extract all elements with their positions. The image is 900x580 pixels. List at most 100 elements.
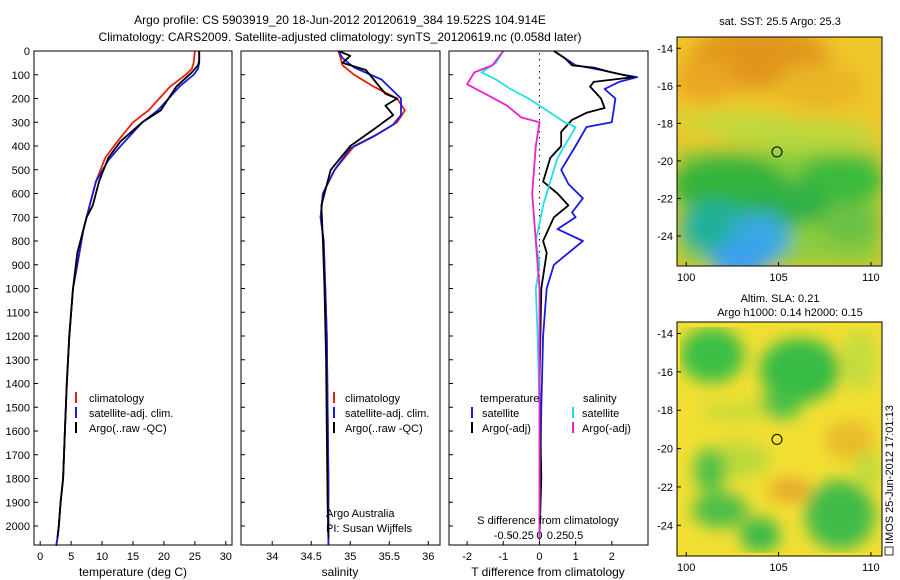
y-tick-label: 0 — [24, 46, 30, 58]
map-y-tick-label: -16 — [657, 81, 673, 93]
argo-location-marker — [771, 146, 783, 158]
temperature-xlabel: temperature (deg C) — [79, 565, 187, 579]
legend-swatch-s-argo — [572, 422, 574, 433]
sla-map-panel: Altim. SLA: 0.21 Argo h1000: 0.14 h2000:… — [657, 293, 883, 574]
sst-map-title: sat. SST: 25.5 Argo: 25.3 — [719, 16, 841, 28]
map-y-tick-label: -24 — [657, 231, 673, 243]
imos-stamp: IMOS 25-Jun-2012 17:01:13 — [884, 405, 896, 556]
series-argo_s_diff-line — [466, 50, 541, 538]
legend-swatch-t-satellite — [471, 407, 473, 418]
legend-s-argo: Argo(-adj) — [582, 423, 631, 435]
legend-swatch-climatology — [75, 392, 77, 403]
map-x-tick-label: 110 — [862, 562, 880, 574]
series-sat_s_diff-line — [480, 50, 577, 538]
map-y-tick-label: -22 — [657, 193, 673, 205]
s-tick-label: -0.5 — [494, 530, 513, 542]
series-satellite-line — [319, 50, 402, 545]
header-line2: Climatology: CARS2009. Satellite-adjuste… — [99, 30, 582, 44]
map-y-tick-label: -24 — [657, 520, 673, 532]
legend-t-satellite: satellite — [482, 408, 519, 420]
y-tick-label: 1500 — [6, 402, 30, 414]
y-tick-label: 500 — [12, 165, 30, 177]
salinity-panel: 34 34.5 35 35.5 36 climatology satellite-adj… — [240, 50, 441, 579]
x-tick-label: 36 — [422, 551, 434, 563]
legend-swatch-s-satellite — [572, 407, 574, 418]
map-x-tick-label: 110 — [862, 272, 880, 284]
s-tick-label: 0.25 — [547, 530, 568, 542]
legend-swatch-climatology — [333, 392, 335, 403]
difference-legend: temperature salinity satellite Argo(-adj… — [471, 393, 631, 435]
salinity-annotation-1: Argo Australia — [326, 508, 395, 520]
x-tick-label: 5 — [68, 551, 74, 563]
x-tick-label: 2 — [609, 551, 615, 563]
y-tick-label: 1100 — [6, 307, 30, 319]
y-tick-label: 400 — [12, 141, 30, 153]
salinity-annotation-2: PI: Susan Wijffels — [326, 523, 412, 535]
series-argo-line — [320, 50, 399, 538]
imos-stamp-text: IMOS 25-Jun-2012 17:01:13 — [884, 405, 896, 544]
map-y-tick-label: -20 — [657, 156, 673, 168]
x-tick-label: 15 — [127, 551, 139, 563]
series-climatology-line — [55, 50, 196, 546]
series-satellite-line — [538, 50, 638, 538]
x-tick-label: 0 — [536, 551, 542, 563]
y-tick-label: 1000 — [6, 284, 30, 296]
map-x-tick-label: 100 — [677, 562, 695, 574]
difference-xlabel: T difference from climatology — [471, 565, 625, 579]
difference-panel: -2 -1 0 1 2-0.5-0.25 0 0.25 0.5 temperature sal… — [448, 50, 649, 579]
legend-satellite: satellite-adj. clim. — [89, 408, 173, 420]
legend-swatch-satellite — [75, 407, 77, 418]
map-y-tick-label: -14 — [657, 43, 673, 55]
y-tick-label: 100 — [12, 70, 30, 82]
y-tick-label: 700 — [12, 212, 30, 224]
x-tick-label: 35 — [344, 551, 356, 563]
x-tick-label: 34 — [266, 551, 278, 563]
map-y-tick-label: -22 — [657, 482, 673, 494]
legend-satellite: satellite-adj. clim. — [345, 408, 429, 420]
map-x-tick-label: 100 — [677, 272, 695, 284]
legend-climatology: climatology — [345, 393, 401, 405]
y-tick-label: 600 — [12, 189, 30, 201]
x-tick-label: 20 — [158, 551, 170, 563]
series-argo-line — [56, 51, 201, 538]
legend-swatch-t-argo — [471, 422, 473, 433]
legend-climatology: climatology — [89, 393, 145, 405]
s-tick-label: -0.25 — [509, 530, 534, 542]
map-y-tick-label: -16 — [657, 367, 673, 379]
legend-argo: Argo(..raw -QC) — [89, 423, 167, 435]
legend-swatch-argo — [333, 422, 335, 433]
y-tick-label: 1300 — [6, 355, 30, 367]
map-x-tick-label: 105 — [769, 272, 787, 284]
temperature-panel: 0 5 10 15 20 25 300100200300400500600700800900… — [6, 46, 233, 579]
sla-map-title: Altim. SLA: 0.21 — [741, 293, 820, 305]
series-argo-line — [538, 50, 635, 538]
y-tick-label: 1700 — [6, 450, 30, 462]
sla-map-subtitle: Argo h1000: 0.14 h2000: 0.15 — [717, 307, 863, 319]
x-tick-label: 10 — [96, 551, 108, 563]
y-tick-label: 1600 — [6, 426, 30, 438]
x-tick-label: 1 — [573, 551, 579, 563]
y-tick-label: 900 — [12, 260, 30, 272]
x-tick-label: 34.5 — [301, 551, 322, 563]
y-tick-label: 800 — [12, 236, 30, 248]
legend-t-argo: Argo(-adj) — [482, 423, 531, 435]
y-tick-label: 2000 — [6, 521, 30, 533]
imos-logo-icon — [884, 546, 894, 556]
series-satellite-line — [55, 51, 201, 546]
legend-swatch-argo — [75, 422, 77, 433]
y-tick-label: 1200 — [6, 331, 30, 343]
temperature-legend: climatology satellite-adj. clim. Argo(..… — [75, 392, 173, 435]
salinity-legend: climatology satellite-adj. clim. Argo(..… — [333, 392, 429, 435]
legend-header-temperature: temperature — [480, 393, 539, 405]
map-y-tick-label: -18 — [657, 405, 673, 417]
map-y-tick-label: -20 — [657, 444, 673, 456]
argo-location-marker — [771, 433, 783, 445]
sst-map-panel: sat. SST: 25.5 Argo: 25.3 100 105 110 -14 — [657, 16, 883, 284]
x-tick-label: 0 — [37, 551, 43, 563]
header-line1: Argo profile: CS 5903919_20 18-Jun-2012 … — [134, 13, 546, 27]
y-tick-label: 1400 — [6, 379, 30, 391]
legend-argo: Argo(..raw -QC) — [345, 423, 423, 435]
legend-swatch-satellite — [333, 407, 335, 418]
x-tick-label: 25 — [189, 551, 201, 563]
